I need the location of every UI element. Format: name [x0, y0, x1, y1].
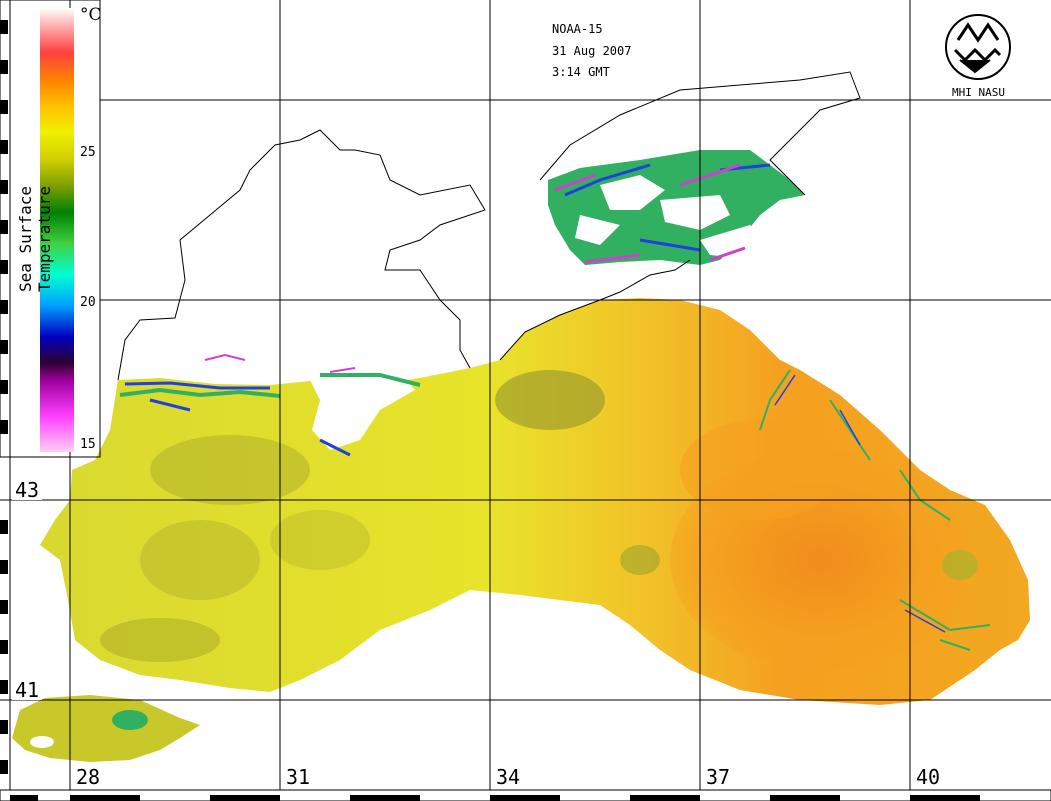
- colorbar-unit: °C: [80, 5, 102, 25]
- land-patch: [30, 736, 54, 748]
- mhi-logo: [945, 14, 1011, 80]
- cloud-edge: [554, 163, 746, 264]
- colorbar-title: Sea Surface Temperature: [16, 186, 54, 292]
- logo-label: MHI NASU: [952, 86, 1005, 99]
- cool-eddy: [495, 370, 605, 430]
- longitude-label: 34: [496, 765, 521, 789]
- border-ticks: [0, 20, 8, 774]
- coastline: [539, 71, 861, 196]
- cool-eddy: [150, 435, 310, 505]
- cloud-edge: [124, 381, 351, 457]
- longitude-label: 40: [916, 765, 941, 789]
- time-label: 3:14 GMT: [552, 65, 610, 79]
- cool-eddy: [140, 520, 260, 600]
- cool-eddy: [112, 710, 148, 730]
- cool-eddy: [270, 510, 370, 570]
- coastline: [117, 129, 486, 381]
- date-label: 31 Aug 2007: [552, 44, 632, 58]
- border-ticks: [10, 795, 980, 801]
- cool-eddy: [942, 550, 978, 580]
- cool-eddy: [100, 618, 220, 662]
- cloud-edge: [204, 353, 356, 373]
- satellite-label: NOAA-15: [552, 22, 603, 36]
- latitude-label: 43: [12, 480, 43, 500]
- colorbar-tick: 20: [80, 295, 96, 310]
- cloud-cover: [310, 370, 415, 450]
- longitude-label: 28: [76, 765, 101, 789]
- colorbar-frame: [0, 0, 101, 458]
- warm-region: [680, 420, 840, 520]
- colorbar-fill: [40, 8, 74, 452]
- sea-of-marmara: [12, 695, 200, 762]
- colorbar-tick: 25: [80, 145, 96, 160]
- cloud-cover: [575, 175, 770, 258]
- cool-eddy: [620, 545, 660, 575]
- coastline: [499, 259, 691, 361]
- longitude-label: 37: [706, 765, 731, 789]
- cloud-edge: [119, 373, 421, 398]
- latitude-label: 41: [12, 680, 43, 700]
- longitude-label: 31: [286, 765, 311, 789]
- colorbar-tick: 15: [80, 437, 96, 452]
- cold-filament: [774, 374, 946, 633]
